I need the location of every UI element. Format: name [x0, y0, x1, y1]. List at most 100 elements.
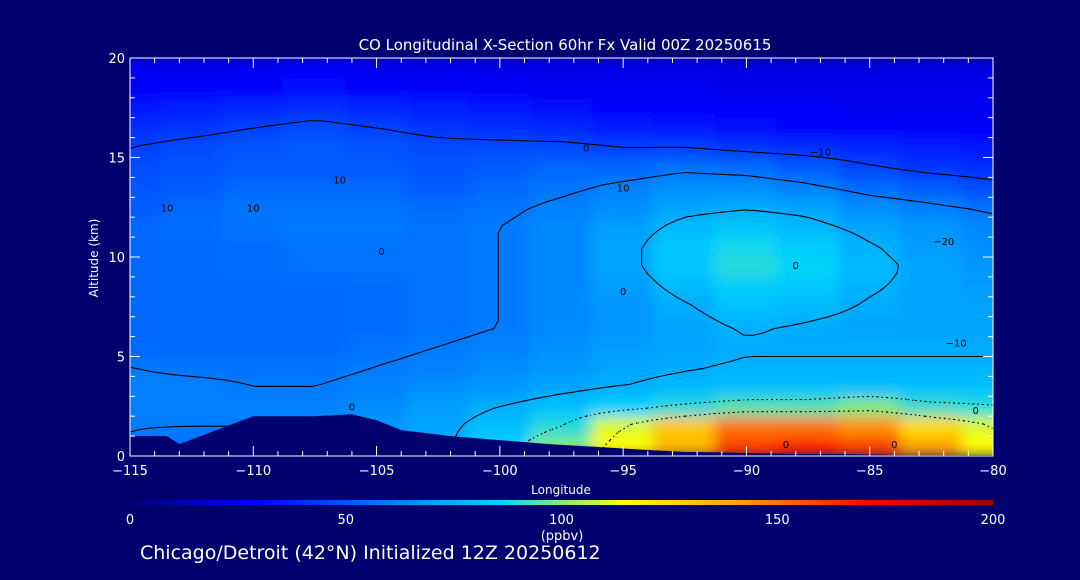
field-cell	[529, 96, 594, 119]
field-cell	[130, 236, 162, 258]
field-cell	[776, 156, 840, 179]
field-cell	[529, 236, 594, 258]
field-cell	[221, 156, 286, 179]
field-cell	[221, 176, 286, 199]
field-cell	[591, 76, 655, 99]
field-cell	[529, 295, 594, 318]
field-cell	[468, 295, 532, 318]
field-cell	[406, 236, 471, 258]
field-cell	[961, 156, 993, 179]
field-cell	[159, 236, 224, 258]
colorbar-ticks: 0 50 100 150 200	[126, 513, 1006, 528]
field-cell	[468, 58, 532, 79]
contour-labels: 10 10 10 10 0 0 0 0 0 0 0 0 −10 −20 −10	[161, 144, 979, 452]
field-cell	[652, 236, 717, 258]
field-cell	[776, 216, 840, 239]
field-cell	[221, 256, 286, 278]
colorbar-label: (ppbv)	[541, 529, 584, 544]
colorbar-tick-label: 150	[765, 513, 790, 528]
field-cell	[652, 295, 717, 318]
field-cell	[283, 395, 347, 418]
field-cell	[344, 236, 409, 258]
field-cell	[837, 58, 902, 79]
field-cell	[159, 58, 224, 79]
contour-label: 0	[583, 144, 589, 155]
field-cell	[406, 96, 471, 119]
field-cell	[221, 395, 286, 418]
field-cell	[406, 216, 471, 239]
field-cell	[159, 216, 224, 239]
field-cell	[283, 96, 347, 119]
field-cell	[961, 236, 993, 258]
x-tick-label: −110	[235, 464, 271, 479]
field-cell	[776, 315, 840, 338]
field-cell	[776, 415, 840, 438]
field-cell	[344, 156, 409, 179]
field-cell	[961, 96, 993, 119]
field-cell	[776, 136, 840, 159]
field-cell	[344, 375, 409, 398]
field-cell	[344, 295, 409, 318]
field-cell	[406, 136, 471, 159]
field-cell	[837, 176, 902, 199]
field-cell	[652, 58, 717, 79]
field-cell	[221, 295, 286, 318]
field-cell	[221, 275, 286, 298]
field-cell	[652, 116, 717, 139]
field-cell	[344, 216, 409, 239]
field-cell	[714, 275, 779, 298]
field-cell	[837, 295, 902, 318]
field-cell	[283, 116, 347, 139]
field-cell	[406, 196, 471, 219]
field-cell	[776, 236, 840, 258]
field-cell	[591, 315, 655, 338]
field-cell	[406, 256, 471, 278]
field-cell	[344, 335, 409, 358]
field-cell	[159, 136, 224, 159]
field-cell	[776, 176, 840, 199]
field-cell	[344, 315, 409, 338]
field-cell	[130, 96, 162, 119]
field-cell	[406, 58, 471, 79]
field-cell	[283, 335, 347, 358]
field-cell	[652, 435, 717, 456]
field-cell	[221, 58, 286, 79]
field-cell	[652, 256, 717, 278]
field-cell	[468, 196, 532, 219]
field-cell	[899, 58, 964, 79]
field-cell	[130, 156, 162, 179]
field-cell	[837, 196, 902, 219]
field-cell	[529, 176, 594, 199]
field-cell	[899, 216, 964, 239]
field-cell	[159, 335, 224, 358]
field-cell	[837, 96, 902, 119]
x-tick-label: −90	[733, 464, 760, 479]
field-cell	[961, 415, 993, 438]
field-cell	[221, 96, 286, 119]
field-cell	[344, 196, 409, 219]
field-cell	[776, 196, 840, 219]
contour-label: 0	[378, 247, 384, 258]
contour-label: 0	[620, 287, 626, 298]
field-cell	[652, 76, 717, 99]
field-cell	[652, 96, 717, 119]
field-cell	[714, 136, 779, 159]
x-tick-label: −105	[359, 464, 395, 479]
field-cell	[591, 96, 655, 119]
field-cell	[714, 96, 779, 119]
contour-label: 0	[349, 402, 355, 413]
field-cell	[529, 196, 594, 219]
field-cell	[529, 76, 594, 99]
field-cell	[652, 315, 717, 338]
field-cell	[529, 256, 594, 278]
field-cell	[591, 176, 655, 199]
y-axis-label: Altitude (km)	[87, 219, 101, 298]
field-cell	[776, 96, 840, 119]
field-cell	[837, 315, 902, 338]
field-cell	[221, 196, 286, 219]
field-cell	[130, 58, 162, 79]
field-cell	[776, 58, 840, 79]
field-cell	[468, 375, 532, 398]
field-cell	[652, 216, 717, 239]
